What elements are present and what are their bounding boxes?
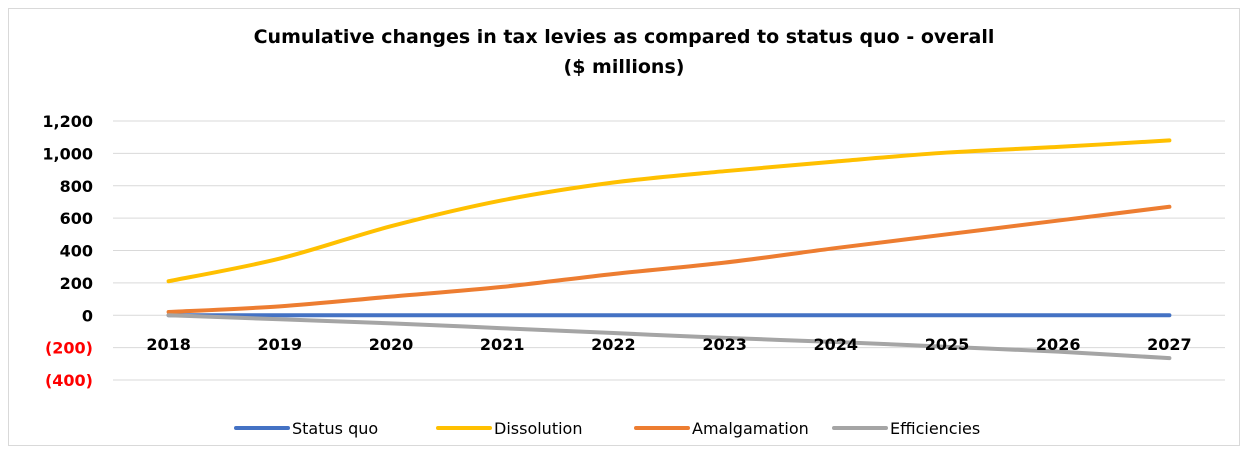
y-axis-ticks: 1,200 1,000 800 600 400 200 0 (200) (400) [42,112,93,390]
series-line-efficiencies [166,313,1172,361]
y-tick-label: (200) [45,339,93,358]
x-tick-label: 2020 [369,335,414,354]
x-tick-label: 2022 [591,335,636,354]
y-tick-label: 200 [60,274,93,293]
legend: Status quo Dissolution Amalgamation Efficie… [234,419,980,438]
chart-title-line: Cumulative changes in tax levies as comp… [253,26,995,48]
x-tick-label: 2026 [1036,335,1081,354]
chart-title: Cumulative changes in tax levies as comp… [0,22,1248,82]
x-tick-label: 2023 [702,335,747,354]
x-tick-label: 2018 [146,335,191,354]
y-tick-label: 1,200 [42,112,93,131]
y-tick-label: 400 [60,242,93,261]
legend-label: Status quo [292,419,378,438]
y-tick-label: 800 [60,177,93,196]
x-tick-label: 2019 [258,335,303,354]
legend-label: Amalgamation [692,419,809,438]
x-tick-label: 2024 [814,335,859,354]
y-tick-label: 1,000 [42,144,93,163]
x-tick-label: 2027 [1147,335,1192,354]
legend-label: Efficiencies [890,419,980,438]
series-line-amalgamation [166,204,1172,315]
y-tick-label: 0 [82,306,93,325]
x-tick-label: 2025 [925,335,970,354]
chart-subtitle-line: ($ millions) [563,56,685,78]
series-line-dissolution [166,138,1172,284]
series-lines [166,138,1172,361]
x-tick-label: 2021 [480,335,525,354]
chart-frame [8,8,1240,446]
y-tick-label: (400) [45,371,93,390]
y-tick-label: 600 [60,209,93,228]
x-axis-ticks: 2018 2019 2020 2021 2022 2023 2024 2025 2026 2027 [146,335,1191,354]
legend-label: Dissolution [494,419,582,438]
